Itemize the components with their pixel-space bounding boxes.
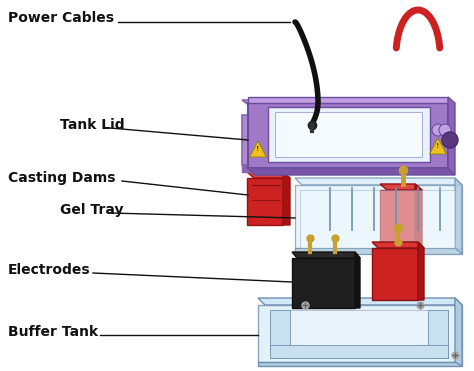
Text: !: ! [256,146,260,152]
Polygon shape [242,115,450,165]
Text: Electrodes: Electrodes [8,263,91,277]
Polygon shape [270,345,448,358]
Polygon shape [372,248,418,300]
Polygon shape [248,103,448,168]
Polygon shape [455,298,462,366]
Polygon shape [380,190,415,255]
Polygon shape [248,97,448,103]
Polygon shape [292,258,355,308]
Text: Buffer Tank: Buffer Tank [8,325,98,339]
Text: Casting Dams: Casting Dams [8,171,116,185]
Polygon shape [455,178,462,254]
Polygon shape [270,310,290,358]
Polygon shape [258,305,462,362]
Polygon shape [418,242,424,300]
Polygon shape [372,242,424,248]
Polygon shape [258,298,462,305]
Polygon shape [250,141,266,157]
Polygon shape [292,252,360,258]
Polygon shape [295,178,462,185]
Polygon shape [275,112,422,157]
Polygon shape [295,248,462,254]
Polygon shape [268,107,430,162]
Polygon shape [415,184,422,255]
Polygon shape [448,97,455,175]
Text: Power Cables: Power Cables [8,11,114,25]
Polygon shape [380,184,422,190]
Polygon shape [270,310,448,358]
Circle shape [432,124,444,136]
Polygon shape [247,172,290,178]
Text: Gel Tray: Gel Tray [60,203,124,217]
Polygon shape [428,310,448,358]
Polygon shape [258,362,462,366]
Polygon shape [242,165,450,172]
Polygon shape [247,178,283,225]
Polygon shape [429,138,447,154]
Polygon shape [295,185,462,248]
Circle shape [439,124,451,136]
Polygon shape [248,168,455,175]
Polygon shape [355,252,360,308]
Polygon shape [242,100,450,115]
Polygon shape [283,172,290,225]
Circle shape [442,132,458,148]
Polygon shape [300,190,455,248]
Text: Tank Lid: Tank Lid [60,118,125,132]
Text: !: ! [437,143,439,149]
